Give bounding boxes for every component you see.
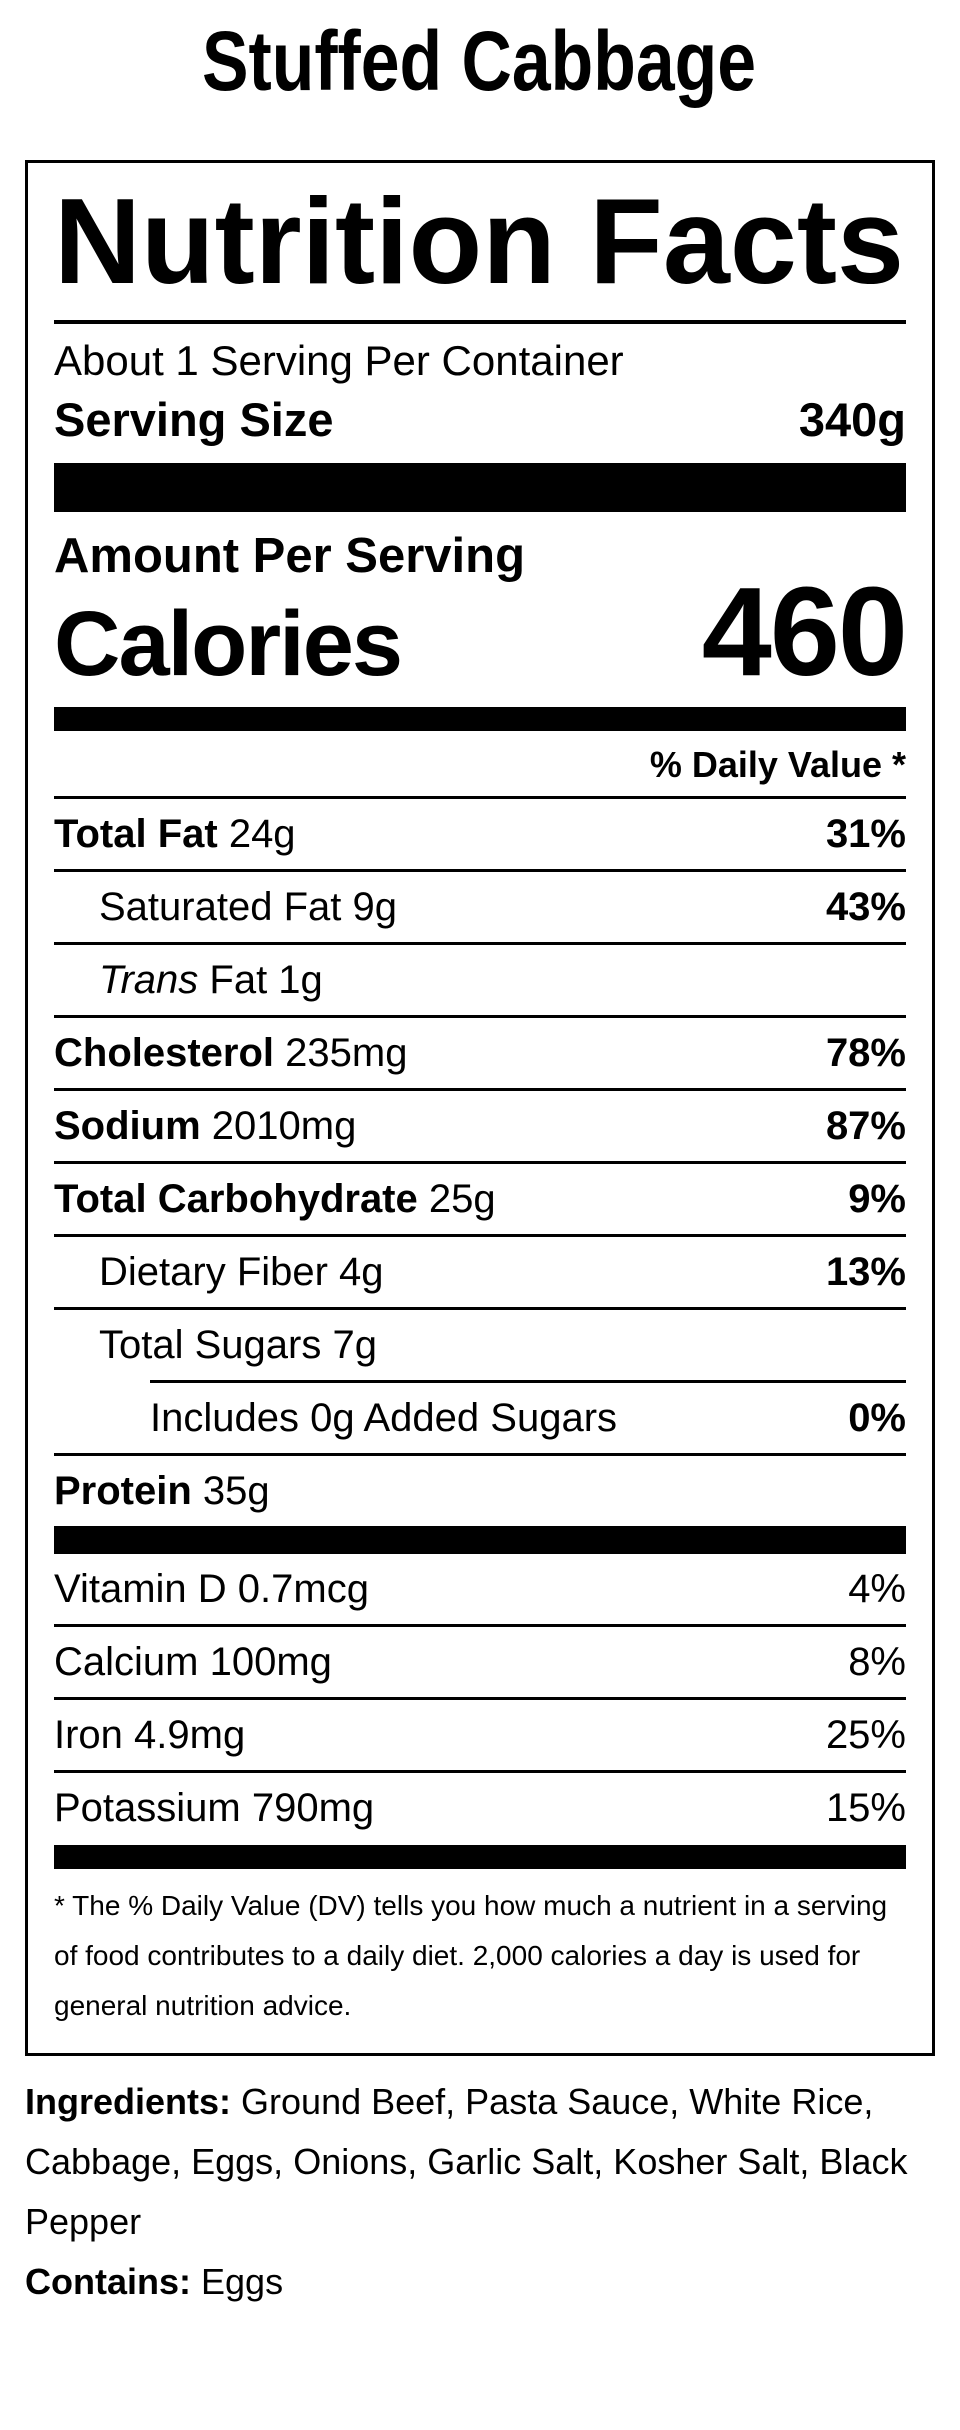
- nutrient-amount: 24g: [217, 812, 296, 856]
- nutrient-dv: 78%: [825, 1031, 906, 1075]
- nutrient-text: Total Carbohydrate 25g: [54, 1179, 496, 1219]
- calories-row: Calories 460: [54, 561, 908, 702]
- calories-divider-bar: [54, 707, 906, 731]
- vitamin-text: Vitamin D 0.7mcg: [54, 1569, 369, 1609]
- serving-size-label: Serving Size: [54, 393, 334, 446]
- vitamin-dv: 25%: [825, 1713, 906, 1757]
- contains-label: Contains:: [25, 2261, 191, 2302]
- ingredients-label: Ingredients:: [25, 2081, 232, 2122]
- nutrient-text: Sodium 2010mg: [54, 1106, 356, 1146]
- vitamin-dv: 4%: [848, 1567, 906, 1611]
- vitamin-row-iron: Iron 4.9mg 25%: [54, 1700, 906, 1773]
- ingredients-text: Ground Beef, Pasta Sauce, White Rice, Ca…: [25, 2081, 908, 2242]
- nutrient-dv: 31%: [825, 812, 906, 856]
- contains-line: Contains: Eggs: [25, 2252, 947, 2312]
- nutrient-dv: 13%: [825, 1250, 906, 1294]
- vitamins-divider-bar: [54, 1845, 906, 1869]
- nutrient-amount: Dietary Fiber 4g: [99, 1250, 384, 1294]
- ingredients-section: Ingredients: Ground Beef, Pasta Sauce, W…: [25, 2072, 947, 2312]
- nutrient-amount: Includes 0g Added Sugars: [150, 1396, 618, 1440]
- nutrient-name: Sodium: [54, 1104, 201, 1148]
- nutrient-row-sodium: Sodium 2010mg 87%: [54, 1091, 906, 1164]
- nutrient-row-cholesterol: Cholesterol 235mg 78%: [54, 1018, 906, 1091]
- nutrient-text: Dietary Fiber 4g: [54, 1252, 384, 1292]
- vitamin-row-vitamin-d: Vitamin D 0.7mcg 4%: [54, 1554, 906, 1627]
- nutrient-row-total-sugars: Total Sugars 7g: [54, 1310, 906, 1380]
- nutrient-dv: 0%: [848, 1396, 906, 1440]
- nutrient-amount: 35g: [191, 1469, 270, 1513]
- page-title: Stuffed Cabbage: [202, 14, 756, 108]
- serving-size-row: Serving Size 340g: [54, 382, 906, 457]
- nutrient-text: Total Sugars 7g: [54, 1325, 377, 1365]
- nutrient-row-total-fat: Total Fat 24g 31%: [54, 799, 906, 872]
- nutrient-amount: 2010mg: [200, 1104, 357, 1148]
- page-title-wrap: Stuffed Cabbage: [0, 0, 960, 123]
- calories-label: Calories: [54, 593, 403, 695]
- nutrient-text: Trans Fat 1g: [54, 960, 323, 1000]
- vitamin-amount: Calcium 100mg: [54, 1640, 332, 1684]
- nutrition-facts-title: Nutrition Facts: [54, 173, 904, 309]
- nutrient-amount: Fat 1g: [198, 958, 323, 1002]
- vitamin-amount: Iron 4.9mg: [54, 1713, 246, 1757]
- nutrient-text: Includes 0g Added Sugars: [54, 1398, 617, 1438]
- nutrient-name: Total Fat: [54, 812, 218, 856]
- nutrient-amount: 235mg: [274, 1031, 408, 1075]
- nutrient-text: Saturated Fat 9g: [54, 887, 397, 927]
- nutrient-text: Total Fat 24g: [54, 814, 296, 854]
- contains-text: Eggs: [201, 2261, 284, 2302]
- nutrient-dv: 9%: [848, 1177, 906, 1221]
- nutrition-facts-label: Nutrition Facts About 1 Serving Per Cont…: [25, 160, 935, 2056]
- nutrient-text: Cholesterol 235mg: [54, 1033, 407, 1073]
- added-sugars-divider: [150, 1380, 906, 1383]
- title-divider: [54, 320, 906, 324]
- nutrient-row-total-carbohydrate: Total Carbohydrate 25g 9%: [54, 1164, 906, 1237]
- vitamin-text: Calcium 100mg: [54, 1642, 332, 1682]
- page-title-text: Stuffed Cabbage: [202, 22, 756, 108]
- vitamin-dv: 15%: [825, 1786, 906, 1830]
- nutrient-amount: 25g: [417, 1177, 496, 1221]
- nutrient-row-saturated-fat: Saturated Fat 9g 43%: [54, 872, 906, 945]
- daily-value-footnote: * The % Daily Value (DV) tells you how m…: [54, 1890, 888, 2021]
- nutrient-name: Protein: [54, 1469, 192, 1513]
- vitamin-amount: Vitamin D 0.7mcg: [54, 1567, 369, 1611]
- protein-divider-bar: [54, 1526, 906, 1554]
- amount-per-serving-label: Amount Per Serving: [54, 529, 526, 583]
- vitamin-row-calcium: Calcium 100mg 8%: [54, 1627, 906, 1700]
- nutrient-row-trans-fat: Trans Fat 1g: [54, 945, 906, 1018]
- nutrient-name: Cholesterol: [54, 1031, 275, 1075]
- nutrient-row-dietary-fiber: Dietary Fiber 4g 13%: [54, 1237, 906, 1310]
- nutrient-name: Total Carbohydrate: [54, 1177, 418, 1221]
- vitamin-text: Iron 4.9mg: [54, 1715, 245, 1755]
- nutrition-facts-title-text: Nutrition Facts: [54, 173, 904, 309]
- vitamin-text: Potassium 790mg: [54, 1788, 374, 1828]
- nutrient-amount: Total Sugars 7g: [99, 1323, 377, 1367]
- nutrition-facts-title-wrap: Nutrition Facts: [54, 163, 906, 316]
- nutrient-name-italic: Trans: [99, 958, 199, 1002]
- servings-per-container: About 1 Serving Per Container: [54, 337, 624, 384]
- daily-value-header: % Daily Value *: [54, 731, 906, 799]
- calories-value: 460: [701, 561, 908, 702]
- nutrient-dv: 43%: [825, 885, 906, 929]
- nutrient-row-added-sugars: Includes 0g Added Sugars 0%: [54, 1383, 906, 1456]
- serving-divider-bar: [54, 463, 906, 512]
- ingredients-line: Ingredients: Ground Beef, Pasta Sauce, W…: [25, 2072, 947, 2252]
- vitamin-dv: 8%: [848, 1640, 906, 1684]
- serving-size-value: 340g: [798, 393, 906, 446]
- vitamin-row-potassium: Potassium 790mg 15%: [54, 1773, 906, 1843]
- nutrient-dv: 87%: [825, 1104, 906, 1148]
- nutrient-amount: Saturated Fat 9g: [99, 885, 397, 929]
- nutrient-text: Protein 35g: [54, 1471, 270, 1511]
- nutrient-row-protein: Protein 35g: [54, 1456, 906, 1526]
- vitamin-amount: Potassium 790mg: [54, 1786, 375, 1830]
